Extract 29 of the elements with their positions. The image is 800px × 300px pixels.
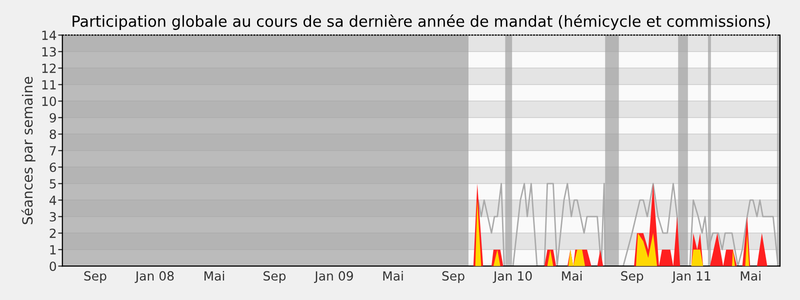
x-tick-label: Jan 11 xyxy=(672,271,710,283)
y-axis-title: Séances par semaine xyxy=(21,76,36,224)
y-tick-label: 9 xyxy=(50,113,56,123)
x-tick-label: Jan 10 xyxy=(492,271,532,283)
y-tick-label: 11 xyxy=(42,80,56,90)
y-tick-label: 8 xyxy=(50,130,56,140)
y-tick-label: 7 xyxy=(50,146,56,156)
x-tick-label: Mai xyxy=(383,270,403,281)
y-tick-label: 10 xyxy=(42,96,56,106)
y-tick-label: 12 xyxy=(42,64,56,73)
y-tick-label: 2 xyxy=(50,228,56,238)
y-tick-label: 6 xyxy=(50,162,56,172)
y-tick-label: 0 xyxy=(50,262,56,272)
y-tick-label: 1 xyxy=(50,245,56,254)
y-tick-label: 13 xyxy=(42,47,56,57)
x-tick-label: Mai xyxy=(562,270,582,281)
x-tick-label: Jan 08 xyxy=(134,271,174,283)
chart-title: Participation globale au cours de sa dernière année de mandat (hémicycle et commissions) xyxy=(72,14,770,30)
x-tick-label: Sep xyxy=(621,271,644,284)
y-tick-label: 3 xyxy=(50,212,56,222)
x-tick-label: Sep xyxy=(84,271,106,284)
x-tick-label: Jan 09 xyxy=(314,271,353,283)
y-tick-label: 14 xyxy=(42,30,56,40)
x-tick-label: Mai xyxy=(740,270,760,281)
y-tick-label: 5 xyxy=(50,179,56,189)
y-tick-label: 4 xyxy=(50,196,56,205)
x-tick-label: Mai xyxy=(204,270,224,281)
x-tick-label: Sep xyxy=(442,271,464,284)
x-tick-label: Sep xyxy=(264,271,286,284)
